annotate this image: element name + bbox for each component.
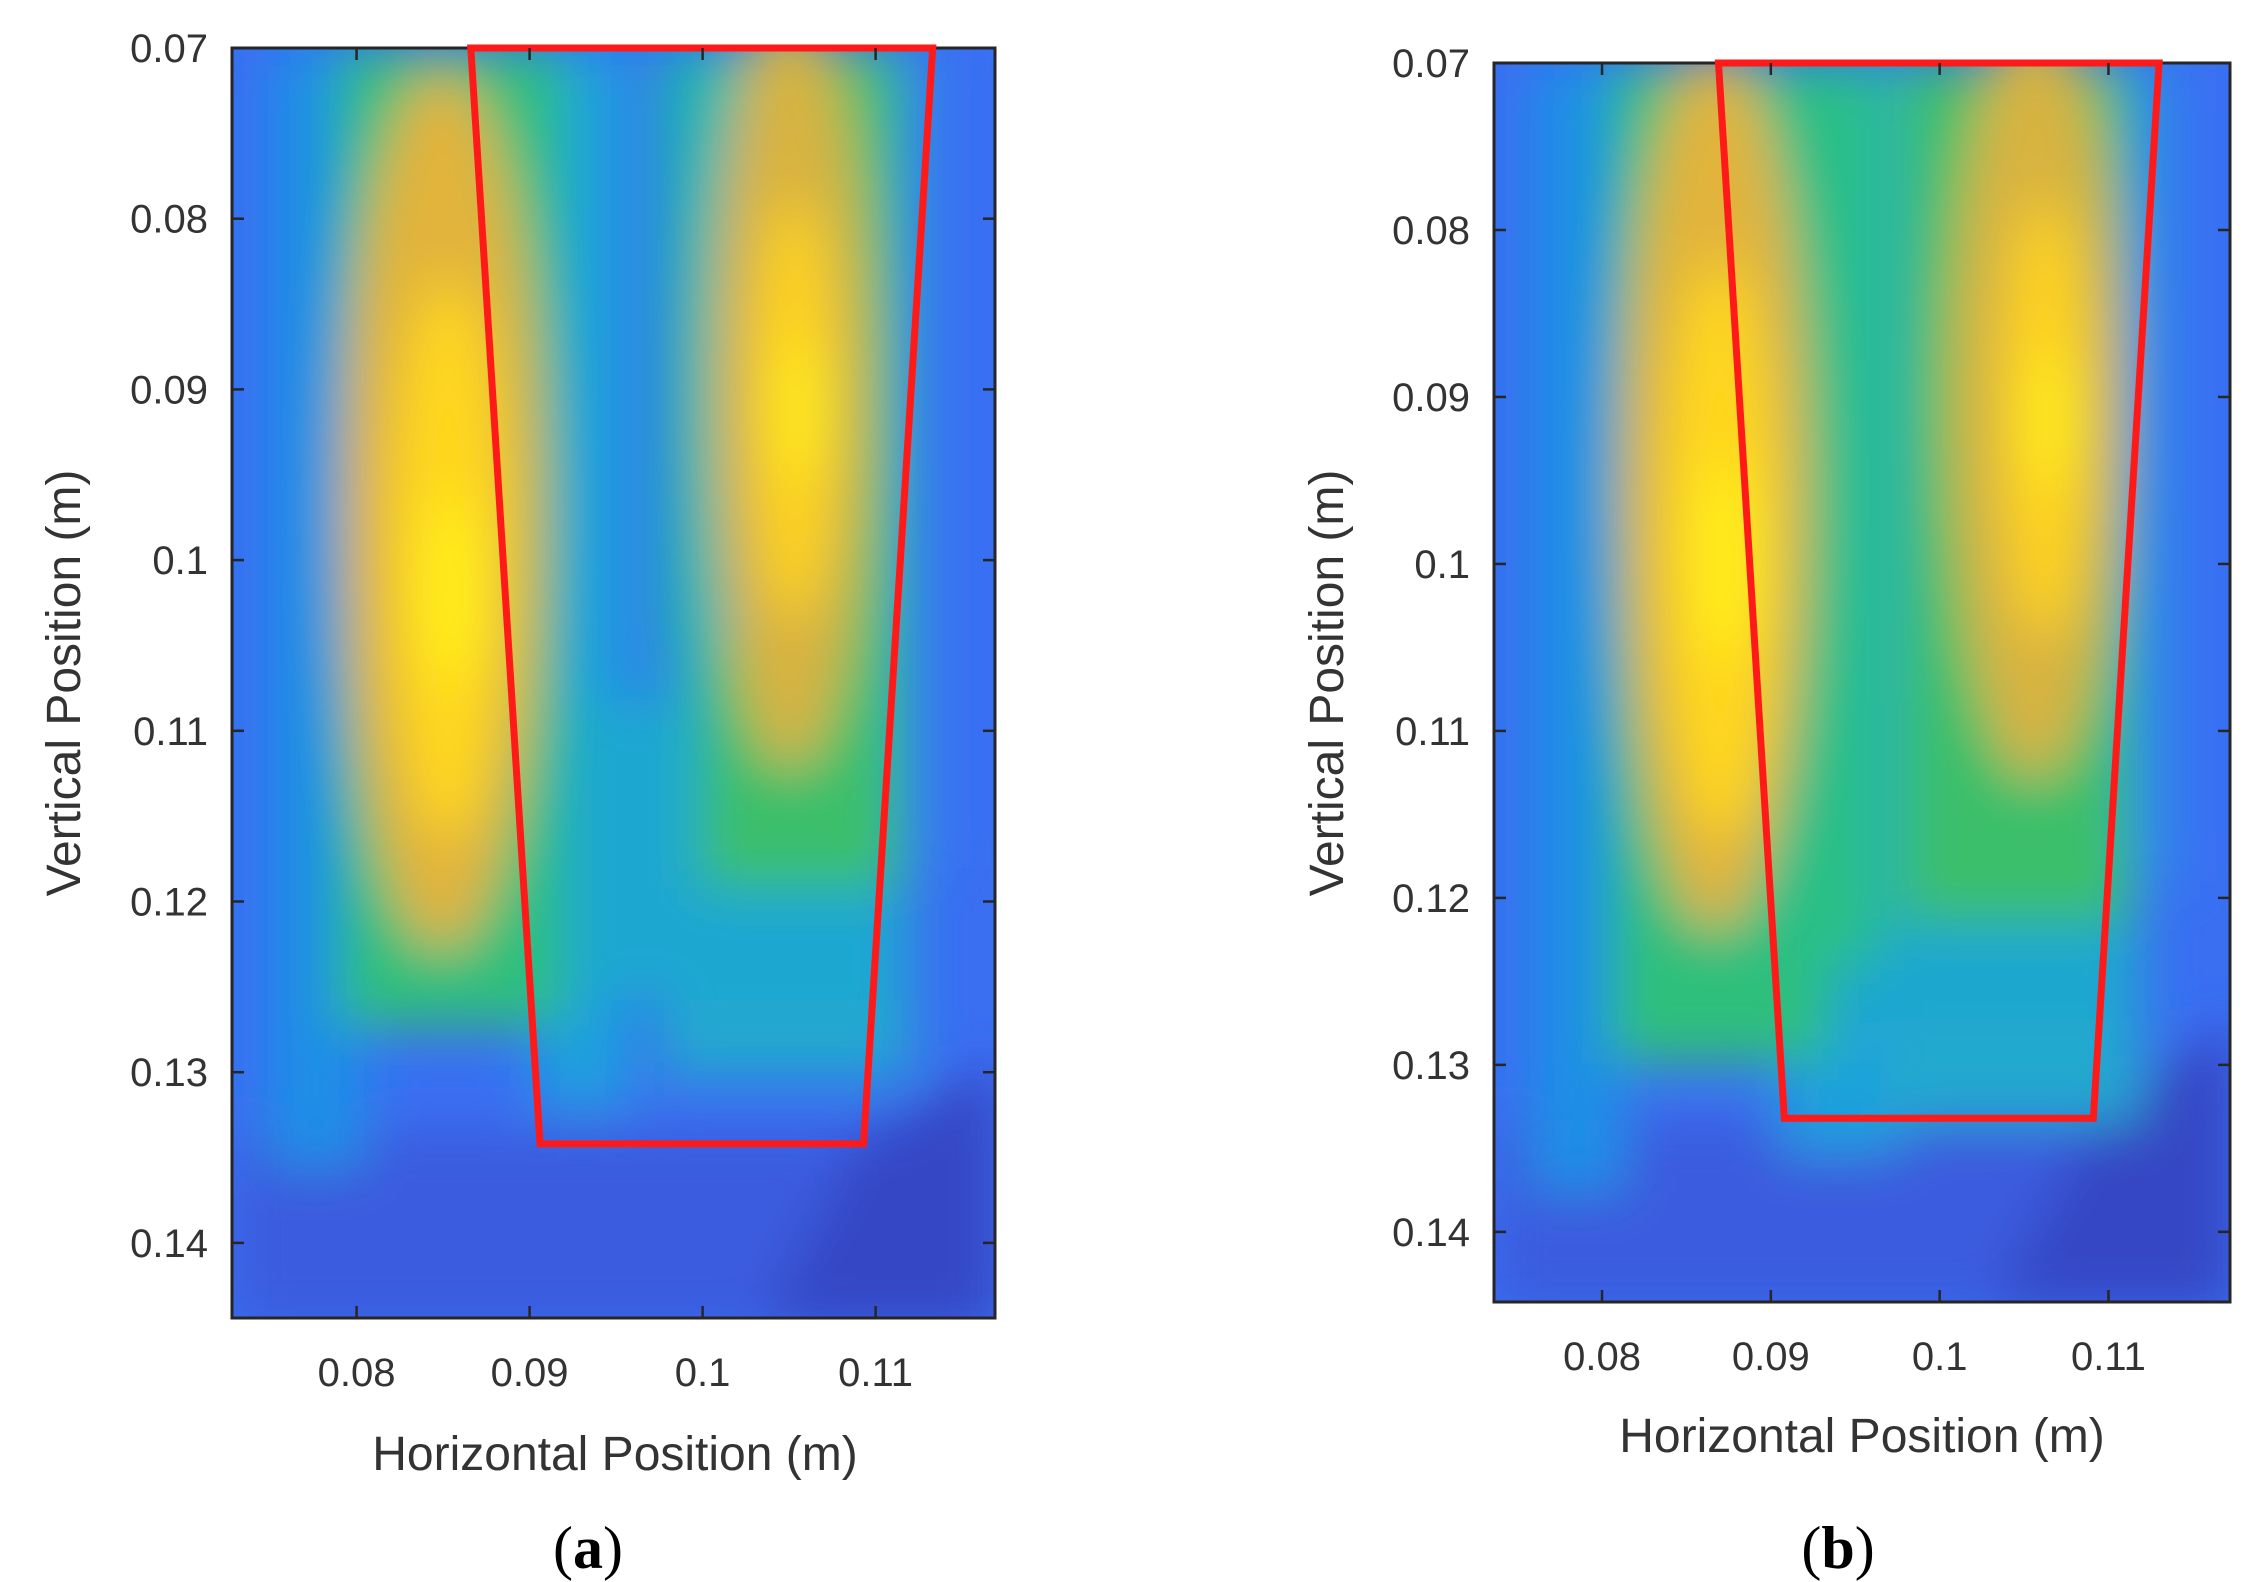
x-tick-label: 0.09: [491, 1351, 569, 1395]
x-tick-label: 0.08: [318, 1351, 396, 1395]
y-tick-label: 0.12: [1392, 877, 1470, 921]
y-tick-label: 0.1: [1414, 543, 1470, 587]
y-tick-label: 0.13: [130, 1051, 208, 1095]
panel-letter-a: a: [573, 1515, 603, 1581]
x-tick-label: 0.11: [838, 1351, 913, 1395]
x-tick-label: 0.1: [675, 1351, 731, 1395]
y-tick-label: 0.09: [1392, 376, 1470, 420]
y-tick-label: 0.11: [1395, 710, 1470, 754]
heatmap-hotspot-left-core-b: [1699, 460, 1751, 660]
y-tick-label: 0.07: [1392, 42, 1470, 86]
y-axis-label-b: Vertical Position (m): [1301, 470, 1354, 897]
x-tick-label: 0.1: [1912, 1335, 1968, 1379]
x-tick-label: 0.08: [1563, 1335, 1641, 1379]
y-tick-label: 0.14: [1392, 1211, 1470, 1255]
y-tick-label: 0.11: [133, 710, 208, 754]
y-tick-label: 0.08: [130, 198, 208, 242]
x-axis-label-a: Horizontal Position (m): [372, 1428, 857, 1481]
y-tick-label: 0.14: [130, 1222, 208, 1266]
heatmap-lowfield-corner-b: [1994, 1023, 2230, 1302]
y-ticks-a: 0.07 0.08 0.09 0.1 0.11 0.12 0.13 0.14: [130, 27, 995, 1266]
heatmap-field-a: [232, 48, 995, 1318]
panel-a: 0.08 0.09 0.1 0.11 0.070.080.090.10.110.120…: [38, 27, 997, 1581]
y-tick-label: 0.1: [152, 539, 208, 583]
y-tick-label: 0.09: [130, 368, 208, 412]
heatmap-lowfield-corner-a: [766, 1062, 995, 1318]
x-tick-label: 0.11: [2071, 1335, 2146, 1379]
x-axis-label-b: Horizontal Position (m): [1619, 1410, 2104, 1463]
y-tick-label: 0.08: [1392, 209, 1470, 253]
heatmap-field-b: [1494, 63, 2230, 1302]
panel-letter-b: b: [1821, 1515, 1854, 1581]
y-ticks-b: 0.07 0.08 0.09 0.1 0.11 0.12 0.13 0.14: [1392, 42, 2230, 1255]
heatmap-hotspot-left-core-a: [426, 495, 478, 685]
panel-label-b: (b): [1801, 1515, 1874, 1581]
heatmap-band-1-b: [1530, 63, 1625, 1193]
y-tick-label: 0.13: [1392, 1044, 1470, 1088]
y-tick-label: 0.12: [130, 880, 208, 924]
panel-b: 0.08 0.09 0.1 0.11 0.070.080.090.10.110.120…: [1301, 42, 2232, 1581]
overlay-outline-a: [467, 44, 937, 1148]
overlay-outline-b: [1714, 59, 2163, 1122]
panel-label-a: (a): [553, 1515, 623, 1581]
x-ticks-b: 0.08 0.09 0.1 0.11: [1563, 63, 2146, 1379]
x-ticks-a: 0.08 0.09 0.1 0.11: [318, 48, 913, 1395]
heatmap-hotspot-right-core-b: [2032, 350, 2068, 490]
x-tick-label: 0.09: [1732, 1335, 1810, 1379]
heatmap-hotspot-right-core-a: [782, 340, 818, 480]
y-tick-label: 0.07: [130, 27, 208, 71]
y-axis-label-a: Vertical Position (m): [38, 470, 91, 897]
